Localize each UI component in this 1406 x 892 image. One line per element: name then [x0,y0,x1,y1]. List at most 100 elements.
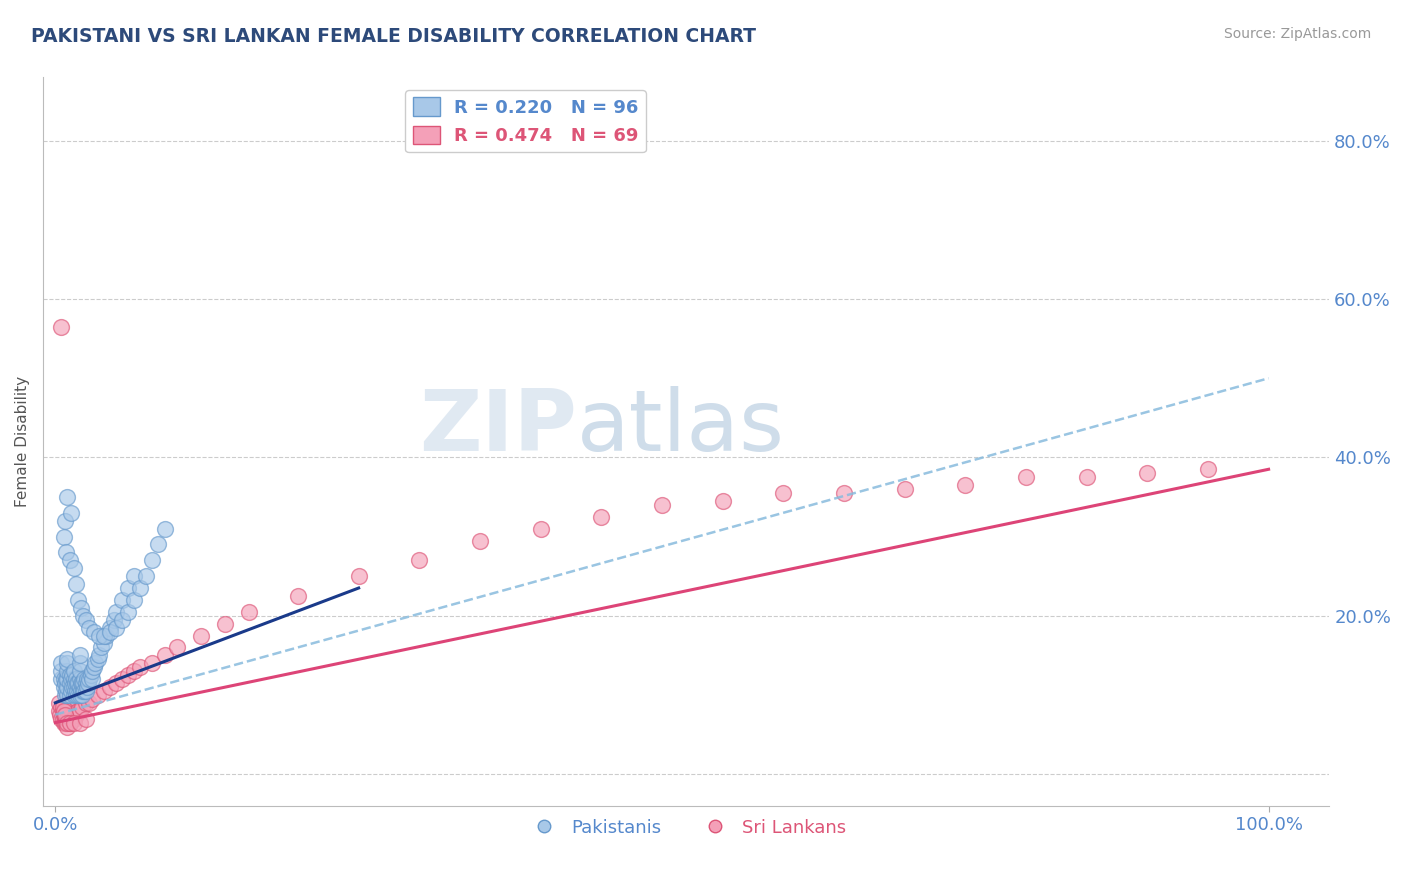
Point [56,680,79,694]
Point [60,684,83,698]
Point [55,684,77,698]
Point [69,684,91,698]
Point [56,490,79,504]
Point [60,707,83,722]
Point [98,624,121,639]
Point [60,680,83,694]
Point [69,715,91,730]
Point [69,600,91,615]
Point [1136,467,1159,481]
Point [70,688,93,702]
Point [214,616,236,631]
Point [59,676,82,690]
Point [75,712,97,726]
Point [56,664,79,678]
Point [111,613,134,627]
Point [69,676,91,690]
Point [69,680,91,694]
Point [60,672,83,686]
Point [87,628,110,642]
Point [49,707,72,722]
Point [75,613,97,627]
Point [56,704,79,718]
Point [468,533,491,548]
Point [287,589,309,603]
Point [51,664,73,678]
Point [129,581,152,595]
Point [65,707,87,722]
Point [955,478,977,492]
Point [52,704,75,718]
Point [90,640,112,655]
Point [51,699,73,714]
Point [98,621,121,635]
Point [69,664,91,678]
Point [59,707,82,722]
Point [69,648,91,663]
Point [48,704,70,718]
Point [87,648,110,663]
Point [51,672,73,686]
Point [69,672,91,686]
Point [62,561,84,575]
Point [56,657,79,671]
Point [65,672,87,686]
Point [80,672,103,686]
Point [59,553,82,567]
Point [67,704,90,718]
Point [122,593,145,607]
Point [96,628,118,642]
Point [153,648,176,663]
Point [832,486,855,500]
Point [67,593,90,607]
Point [408,553,430,567]
Point [66,704,89,718]
Point [103,613,125,627]
Point [87,652,110,666]
Point [55,672,77,686]
Point [52,680,75,694]
Point [80,691,103,706]
Point [63,676,86,690]
Point [166,640,188,655]
Point [53,688,76,702]
Point [52,707,75,722]
Text: Source: ZipAtlas.com: Source: ZipAtlas.com [1223,27,1371,41]
Point [65,577,87,591]
Point [238,605,260,619]
Point [530,522,553,536]
Point [51,712,73,726]
Point [98,680,121,694]
Point [117,581,139,595]
Point [80,664,103,678]
Point [69,704,91,718]
Point [141,657,163,671]
Point [75,696,97,710]
Point [135,569,157,583]
Point [79,668,101,682]
Point [52,530,75,544]
Point [711,494,734,508]
Point [93,628,115,642]
Point [651,498,673,512]
Point [62,672,84,686]
Point [73,684,96,698]
Point [772,486,794,500]
Text: ZIP: ZIP [419,385,576,468]
Point [1197,462,1219,476]
Point [893,482,915,496]
Point [55,715,77,730]
Point [52,672,75,686]
Point [56,715,79,730]
Point [104,621,127,635]
Point [141,553,163,567]
Point [111,593,134,607]
Point [122,569,145,583]
Point [55,545,77,559]
Point [67,688,90,702]
Point [52,704,75,718]
Point [48,696,70,710]
Point [53,707,76,722]
Point [56,712,79,726]
Point [83,660,105,674]
